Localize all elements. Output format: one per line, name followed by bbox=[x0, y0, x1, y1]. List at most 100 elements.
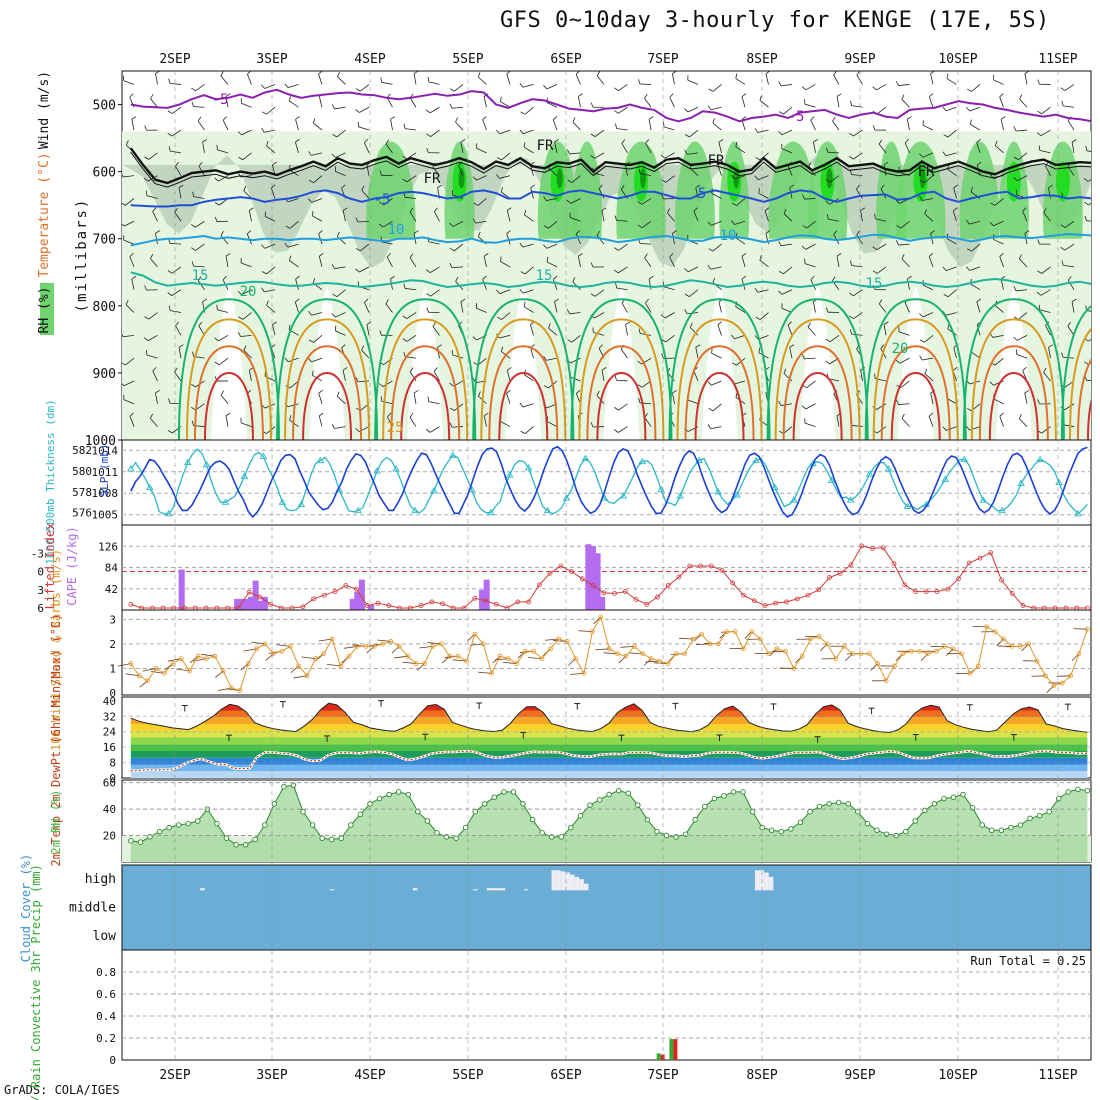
wind-barb-flag bbox=[427, 76, 430, 82]
wind-barb-flag bbox=[966, 408, 972, 412]
wind-speed-point bbox=[338, 663, 344, 669]
wind-barb-flag bbox=[1084, 201, 1089, 206]
rh-point bbox=[816, 803, 823, 810]
wind-barb-flag bbox=[801, 405, 807, 410]
wind-barb-flag bbox=[472, 176, 477, 181]
wind-barb-flag bbox=[361, 345, 365, 351]
wind-barb bbox=[971, 84, 981, 92]
thickness-tick-label: 576 bbox=[72, 507, 92, 520]
wind-barb bbox=[693, 370, 699, 382]
rh-point bbox=[137, 839, 144, 845]
wind-barb-flag bbox=[202, 139, 208, 143]
wind-barb-flag bbox=[355, 88, 361, 92]
wind-barb bbox=[171, 266, 182, 274]
wind-barb-flag bbox=[1038, 145, 1041, 151]
wind-barb bbox=[924, 175, 934, 183]
wind-barb bbox=[125, 304, 135, 313]
wind-barb bbox=[577, 256, 581, 267]
wind-barb-flag bbox=[919, 313, 924, 318]
wind-barb bbox=[648, 119, 652, 131]
wind-barb-flag bbox=[247, 71, 252, 75]
wind-barb-flag bbox=[856, 184, 860, 190]
wind-barb bbox=[546, 84, 558, 90]
contour-label: 15 bbox=[192, 268, 209, 284]
wind-barb bbox=[193, 196, 205, 199]
wind-barb bbox=[171, 289, 182, 296]
wind-barb-10m bbox=[996, 638, 1004, 647]
wind-barb-flag bbox=[341, 344, 346, 349]
temp-loop-contour bbox=[292, 345, 363, 440]
thickness-point bbox=[430, 486, 438, 494]
lifted-index-point bbox=[966, 560, 972, 566]
rh-point bbox=[769, 827, 775, 834]
wind-barb bbox=[1019, 258, 1028, 268]
wind-barb bbox=[1041, 106, 1051, 115]
temp-contour-5 bbox=[130, 189, 1091, 208]
wind-barb bbox=[554, 301, 558, 313]
wind-barb-flag bbox=[449, 263, 453, 268]
wind-speed-point bbox=[371, 643, 377, 649]
wind-barb bbox=[483, 415, 487, 427]
wind-barb bbox=[813, 301, 816, 313]
wind-barb bbox=[506, 370, 511, 382]
rh-point bbox=[797, 819, 804, 826]
wind-barb-flag bbox=[336, 391, 340, 397]
wind-barb bbox=[757, 289, 769, 293]
wind-barb-flag bbox=[976, 138, 981, 143]
wind-barb bbox=[1022, 211, 1028, 222]
lifted-index-point bbox=[354, 586, 359, 592]
wind-barb-flag bbox=[596, 71, 601, 76]
wind-barb bbox=[711, 193, 722, 199]
wind-barb-flag bbox=[667, 208, 671, 214]
wind-barb-flag bbox=[261, 127, 265, 133]
wind-barb bbox=[1087, 338, 1091, 342]
thickness-point bbox=[562, 494, 571, 501]
cloud-fill bbox=[754, 870, 760, 891]
wind-barb bbox=[1063, 105, 1075, 108]
wind-speed-point bbox=[740, 646, 746, 652]
lifted-index-point bbox=[988, 550, 994, 556]
wind-barb bbox=[665, 335, 675, 343]
rh-point bbox=[558, 834, 565, 840]
wind-barb-flag bbox=[1061, 260, 1064, 266]
cloud-fill bbox=[768, 876, 774, 891]
wind-barb bbox=[904, 302, 910, 313]
wind-speed-point bbox=[254, 646, 260, 652]
wind-barb bbox=[266, 145, 276, 154]
temp-tick-label: 24 bbox=[103, 726, 117, 739]
wind-barb-flag bbox=[942, 151, 947, 157]
wind-barb-flag bbox=[266, 300, 269, 306]
rh-point bbox=[931, 801, 938, 807]
wind-barb bbox=[946, 426, 957, 431]
wind-barb-flag bbox=[783, 208, 787, 214]
wind-barb bbox=[430, 289, 440, 297]
cape-bar bbox=[257, 600, 264, 610]
wind-barb-flag bbox=[637, 224, 643, 229]
wind-barb bbox=[569, 312, 581, 315]
wind-barb-flag bbox=[849, 155, 854, 160]
wind-barb bbox=[993, 220, 1004, 227]
wind-barb bbox=[155, 392, 158, 404]
wind-barb bbox=[805, 84, 816, 91]
wind-barb-10m bbox=[845, 653, 853, 661]
wind-barb bbox=[150, 417, 158, 427]
wind-barb-10m bbox=[416, 663, 425, 671]
temp-contour-15 bbox=[130, 271, 1091, 289]
wind-speed-point bbox=[925, 651, 931, 657]
cape-bar bbox=[594, 553, 601, 610]
wind-barb bbox=[289, 260, 299, 268]
cape-tick-label: 84 bbox=[105, 562, 119, 575]
wind-barb-flag bbox=[578, 93, 583, 97]
wind-speed-point bbox=[430, 643, 436, 649]
wind-speed-point bbox=[455, 653, 461, 659]
wind-barb-flag bbox=[167, 429, 173, 434]
freezing-level-contour-inner bbox=[130, 151, 1091, 188]
rh-point bbox=[1036, 812, 1043, 819]
wind-barb bbox=[311, 312, 323, 316]
wind-barb bbox=[853, 129, 863, 137]
wind-barb-flag bbox=[1019, 94, 1023, 100]
cape-bar bbox=[243, 598, 250, 610]
lifted-index-point bbox=[751, 598, 757, 604]
wind-barb-flag bbox=[506, 230, 511, 234]
wind-barb-flag bbox=[754, 335, 759, 340]
